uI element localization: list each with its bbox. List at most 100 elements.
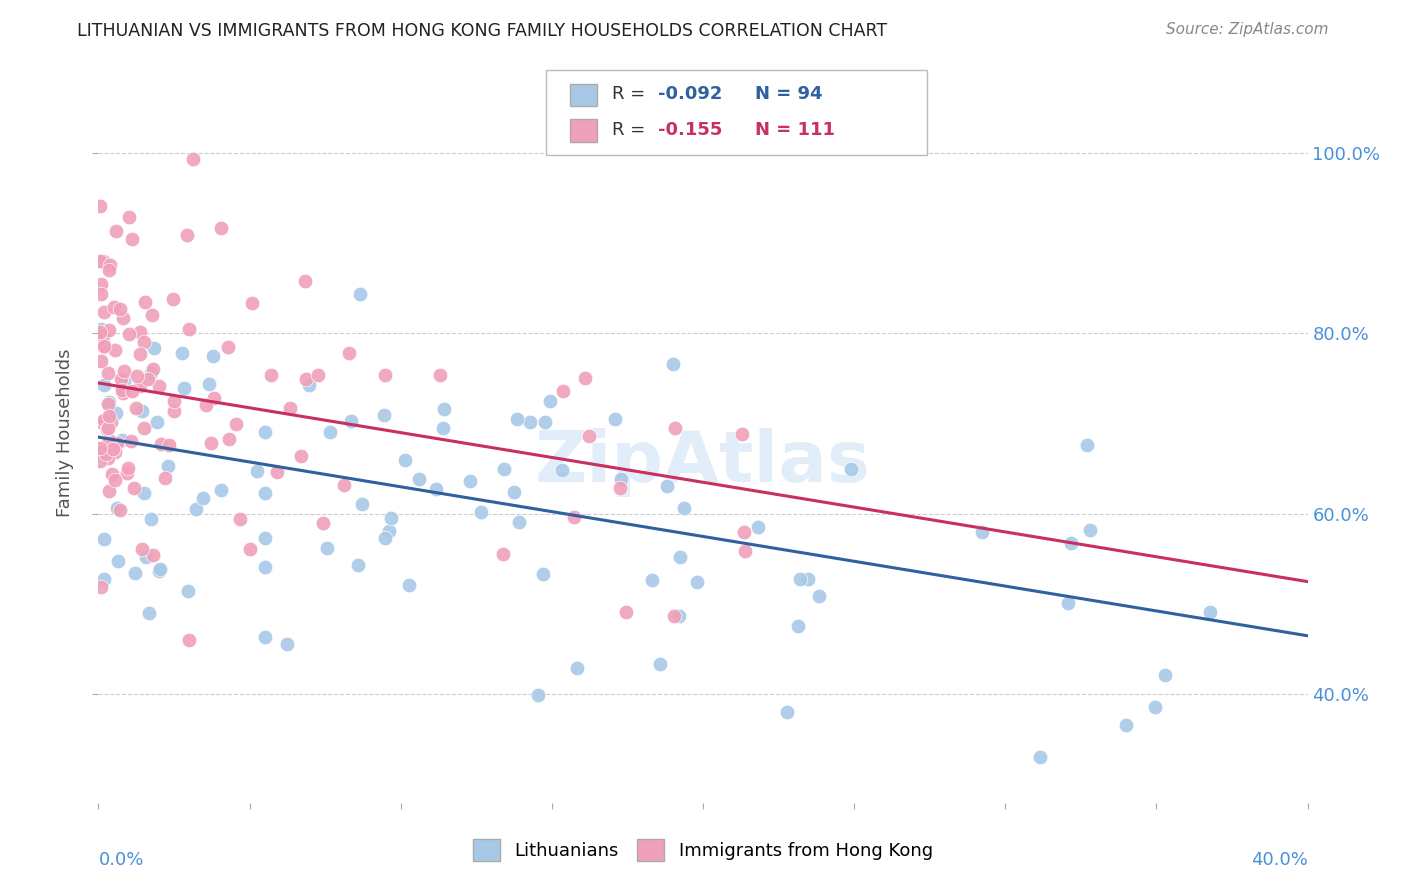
Point <box>494 462 516 476</box>
Text: R =: R = <box>613 120 651 139</box>
Point <box>253 531 276 545</box>
Point <box>179 321 201 335</box>
Point <box>290 449 312 463</box>
Point <box>374 531 396 545</box>
Point <box>470 505 492 519</box>
Point <box>100 415 122 429</box>
Point <box>162 293 184 307</box>
Point <box>142 549 165 563</box>
Point <box>121 384 143 398</box>
Point <box>98 394 121 409</box>
Point <box>146 415 169 429</box>
Point <box>319 425 342 440</box>
Point <box>89 325 111 339</box>
Point <box>747 519 769 533</box>
Point <box>460 474 482 488</box>
Point <box>786 619 808 633</box>
Point <box>312 516 335 530</box>
Point <box>1060 536 1083 550</box>
Point <box>492 547 515 561</box>
Point <box>101 467 124 481</box>
Point <box>181 152 204 166</box>
Point <box>90 322 112 336</box>
Point <box>526 688 548 702</box>
Point <box>225 417 247 431</box>
Point <box>107 554 129 568</box>
Point <box>90 354 112 368</box>
Point <box>193 491 215 505</box>
Point <box>90 277 112 291</box>
Point <box>97 484 120 499</box>
Point <box>157 438 180 452</box>
Point <box>641 573 664 587</box>
Point <box>609 481 631 495</box>
Point <box>246 464 269 478</box>
Point <box>93 254 115 268</box>
Point <box>170 346 193 360</box>
Point <box>295 372 318 386</box>
Point <box>138 606 160 620</box>
Point <box>655 478 678 492</box>
Point <box>789 573 811 587</box>
Point <box>239 542 262 557</box>
Point <box>132 334 155 349</box>
Point <box>93 340 115 354</box>
Point <box>340 414 363 428</box>
Point <box>104 444 127 458</box>
Point <box>98 258 121 272</box>
Point <box>128 347 150 361</box>
Point <box>253 425 276 439</box>
Point <box>398 578 420 592</box>
Point <box>565 661 588 675</box>
Point <box>139 366 162 380</box>
Point <box>149 561 172 575</box>
Point <box>156 458 179 473</box>
Point <box>240 296 263 310</box>
Point <box>1029 750 1052 764</box>
Point <box>276 637 298 651</box>
Point <box>808 589 831 603</box>
Text: LITHUANIAN VS IMMIGRANTS FROM HONG KONG FAMILY HOUSEHOLDS CORRELATION CHART: LITHUANIAN VS IMMIGRANTS FROM HONG KONG … <box>77 22 887 40</box>
Point <box>1076 438 1098 452</box>
Point <box>132 485 155 500</box>
Point <box>333 478 356 492</box>
Point <box>96 422 118 436</box>
Point <box>662 357 685 371</box>
Point <box>253 560 276 574</box>
FancyBboxPatch shape <box>546 70 927 155</box>
Point <box>508 515 530 529</box>
Point <box>184 501 207 516</box>
Point <box>148 379 170 393</box>
Point <box>118 327 141 342</box>
Text: N = 94: N = 94 <box>755 86 823 103</box>
Point <box>91 445 114 459</box>
Point <box>734 543 756 558</box>
Point <box>380 511 402 525</box>
Point <box>104 406 127 420</box>
Point <box>97 397 120 411</box>
Point <box>90 415 112 429</box>
Point <box>97 434 120 448</box>
Point <box>648 657 671 672</box>
Point <box>162 404 184 418</box>
Point <box>121 232 143 246</box>
Point <box>111 310 134 325</box>
Point <box>176 227 198 242</box>
Point <box>141 308 163 322</box>
Point <box>972 524 994 539</box>
Point <box>128 325 150 339</box>
Point <box>373 409 395 423</box>
Point <box>93 338 115 352</box>
Point <box>253 630 276 644</box>
Point <box>686 575 709 590</box>
Point <box>163 394 186 409</box>
Point <box>103 301 125 315</box>
Point <box>350 497 373 511</box>
Point <box>195 398 218 412</box>
Point <box>89 254 111 268</box>
Point <box>531 567 554 582</box>
Point <box>253 486 276 500</box>
Point <box>142 361 165 376</box>
Point <box>796 572 818 586</box>
Point <box>551 384 574 398</box>
